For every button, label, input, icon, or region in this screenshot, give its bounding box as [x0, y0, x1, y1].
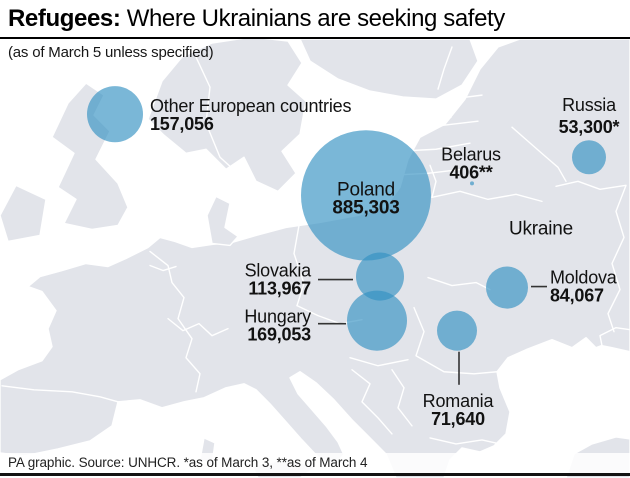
border-romania-danube — [413, 306, 498, 375]
bubble-slovakia — [356, 252, 404, 301]
header: Refugees: Where Ukrainians are seeking s… — [0, 0, 630, 39]
border-pyrenees — [1, 385, 119, 403]
label-other-european-countries-value: 157,056 — [150, 114, 214, 134]
label-romania-value: 71,640 — [431, 409, 485, 429]
border-belarus-ukraine — [431, 190, 543, 203]
border-balkans-2 — [391, 369, 413, 427]
border-baltics-2 — [407, 120, 479, 128]
border-norway-sweden — [195, 56, 241, 177]
land-finland — [299, 39, 479, 100]
border-france-east — [149, 250, 201, 393]
bottom-rule — [0, 473, 630, 476]
border-balkans-1 — [351, 369, 393, 435]
bubble-romania — [437, 310, 477, 351]
gulf-of-finland — [355, 98, 452, 128]
border-germany-poland — [293, 224, 305, 307]
border-poland-belarus — [429, 164, 437, 199]
label-other-european-countries-name: Other European countries — [150, 96, 351, 116]
title-keyword: Refugees: — [8, 4, 121, 32]
border-ukraine-russia — [555, 180, 627, 333]
bubble-layer — [87, 86, 606, 351]
source-note: PA graphic. Source: UNHCR. *as of March … — [0, 453, 630, 473]
bubble-poland — [301, 130, 431, 261]
country-borders — [1, 46, 627, 445]
subtitle: (as of March 5 unless specified) — [8, 44, 214, 61]
label-moldova-value: 84,067 — [550, 286, 604, 306]
border-alps — [167, 317, 229, 337]
bubble-hungary — [347, 290, 407, 351]
leader-layer — [318, 278, 547, 385]
border-benelux — [149, 264, 177, 272]
label-hungary-name: Hungary — [244, 307, 311, 327]
label-belarus-name: Belarus — [441, 144, 501, 164]
label-hungary-value: 169,053 — [247, 325, 311, 345]
label-slovakia-value: 113,967 — [248, 279, 311, 299]
label-poland-name: Poland — [337, 179, 395, 200]
border-belarus-russia — [511, 126, 567, 183]
title-rest: Where Ukrainians are seeking safety — [120, 4, 506, 32]
border-hungary-croatia — [349, 357, 409, 367]
land-continent — [0, 39, 630, 478]
label-ukraine: Ukraine — [509, 218, 573, 239]
label-belarus-value: 406** — [449, 162, 492, 182]
border-baltics-1 — [419, 94, 483, 104]
land-crimea — [599, 326, 630, 353]
page-title: Refugees: Where Ukrainians are seeking s… — [8, 5, 505, 33]
border-ukraine-romania — [427, 276, 491, 291]
label-romania-name: Romania — [423, 391, 495, 411]
bubble-other-european-countries — [87, 86, 143, 143]
label-slovakia-name: Slovakia — [245, 261, 313, 281]
land-ireland — [0, 184, 47, 243]
bubble-belarus — [470, 181, 474, 186]
bubble-russia — [572, 140, 606, 175]
label-russia-name: Russia — [562, 95, 617, 115]
label-poland-value: 885,303 — [332, 197, 399, 218]
label-moldova-name: Moldova — [550, 268, 618, 288]
bubble-moldova — [486, 266, 528, 309]
land-scandinavia — [147, 39, 307, 193]
border-bulgaria-greece — [429, 437, 501, 445]
map-area: Poland 885,303 Other European countries 157… — [0, 39, 630, 478]
land-denmark — [206, 195, 239, 247]
border-finland-russia — [437, 46, 453, 90]
label-russia-value: 53,300* — [559, 117, 620, 137]
